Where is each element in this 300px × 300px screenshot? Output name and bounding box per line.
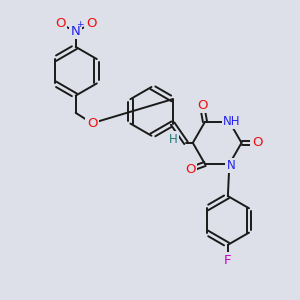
Text: O: O [86, 17, 96, 31]
Text: F: F [224, 254, 232, 267]
Text: O: O [252, 136, 262, 149]
Text: O: O [197, 99, 207, 112]
Text: O: O [185, 163, 195, 176]
Text: N: N [71, 25, 81, 38]
Text: N: N [226, 159, 235, 172]
Text: O: O [55, 17, 65, 31]
Text: O: O [87, 117, 97, 130]
Text: NH: NH [223, 115, 241, 128]
Text: H: H [169, 133, 178, 146]
Text: +: + [76, 20, 83, 29]
